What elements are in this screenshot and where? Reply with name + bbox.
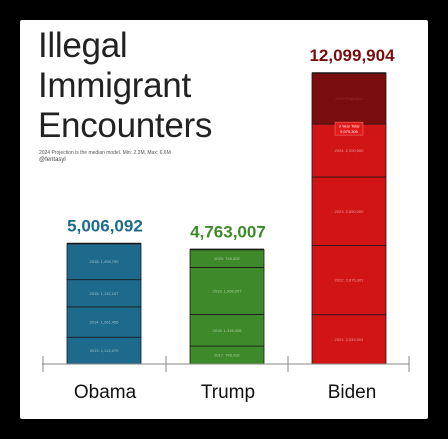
category-label: Biden	[328, 382, 377, 403]
segment-label: 2024 Projection	[335, 96, 363, 101]
segment-label: 2017: 745,092	[214, 353, 240, 358]
bar-total-label: 12,099,904	[309, 46, 395, 65]
bar-segment	[311, 176, 387, 246]
segment-label: 2015: 1,132,167	[90, 291, 120, 296]
bar-total-label: 4,763,007	[190, 222, 266, 241]
bar-segment	[311, 245, 387, 316]
author-handle: @fentasyl	[39, 157, 66, 163]
segment-label: 2024: 2,200,000	[335, 148, 365, 153]
projection-note: 2024 Projection is the median model. Min…	[39, 150, 171, 156]
segment-label: 2014: 1,261,456	[90, 320, 120, 325]
category-label: Trump	[201, 382, 255, 403]
category-label: Obama	[74, 382, 137, 403]
segment-label: 2023: 2,850,000	[335, 209, 365, 214]
chart-title: Illegal Immigrant Encounters	[38, 26, 212, 146]
title-line: Illegal	[38, 26, 128, 65]
callout-text: 3 Year Total	[339, 124, 360, 129]
bar-total-label: 5,006,092	[67, 217, 143, 236]
bar-segment	[66, 243, 142, 281]
callout-box	[334, 121, 364, 136]
segment-label: 2020: 745,832	[214, 256, 240, 261]
callout-text: 9,975,305	[340, 129, 359, 134]
title-line: Encounters	[38, 106, 213, 145]
segment-label: 2021: 2,049,004	[335, 337, 365, 342]
bar-segment	[66, 279, 142, 308]
bar-segment	[189, 266, 265, 315]
segment-label: 2013: 1,113,670	[90, 348, 119, 353]
segment-label: 2018: 1,316,026	[213, 328, 243, 333]
title-line: Immigrant	[38, 66, 191, 105]
segment-label: 2019: 1,956,057	[213, 288, 243, 293]
bar-segment	[66, 306, 142, 338]
segment-label: 2016: 1,498,799	[90, 259, 120, 264]
segment-label: 2022: 2,876,301	[335, 278, 365, 283]
